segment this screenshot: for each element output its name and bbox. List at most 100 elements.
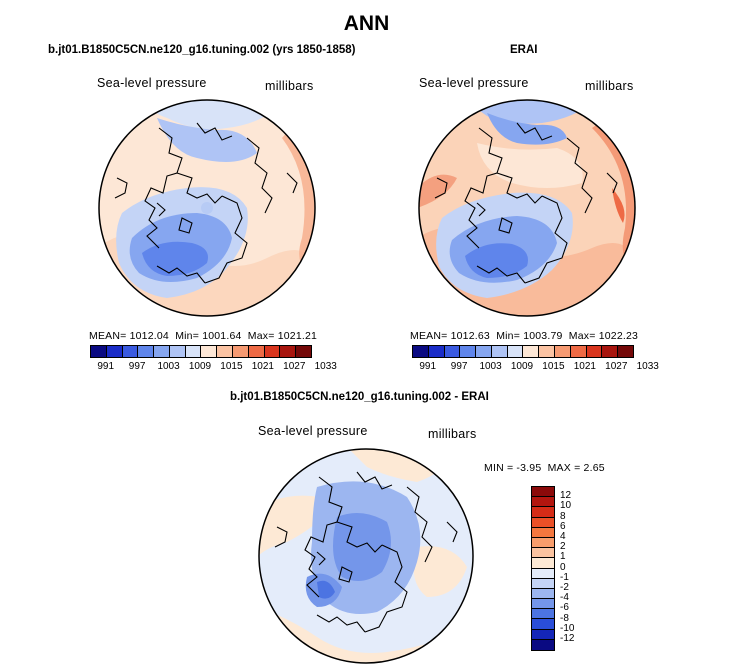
colorbar-tick-label: 1021	[573, 361, 596, 372]
colorbar-tick-label: 1015	[220, 361, 243, 372]
colorbar-swatch	[523, 346, 540, 357]
colorbar-tick-label: -6	[560, 602, 569, 614]
colorbar-swatch	[618, 346, 633, 357]
panel-1-colorbar	[90, 345, 312, 358]
colorbar-swatch	[169, 346, 186, 357]
panel-3-colorbar	[531, 486, 555, 651]
colorbar-swatch	[532, 527, 554, 538]
colorbar-swatch	[532, 588, 554, 600]
colorbar-swatch	[476, 346, 492, 357]
colorbar-swatch	[233, 346, 249, 357]
panel-3-units-label: millibars	[428, 427, 477, 441]
colorbar-tick-label: 8	[560, 510, 566, 522]
colorbar-tick-label: 2	[560, 541, 566, 553]
colorbar-tick-label: -12	[560, 633, 575, 644]
panel-3-variable-label: Sea-level pressure	[258, 424, 368, 438]
colorbar-swatch	[532, 517, 554, 528]
colorbar-tick-label: 0	[560, 561, 566, 573]
colorbar-swatch	[154, 346, 170, 357]
colorbar-swatch	[413, 346, 429, 357]
colorbar-tick-label: 1003	[479, 361, 502, 372]
colorbar-swatch	[280, 346, 297, 357]
colorbar-tick-label: 1021	[251, 361, 274, 372]
figure-title: ANN	[343, 12, 390, 35]
colorbar-swatch	[460, 346, 477, 357]
colorbar-swatch	[532, 619, 554, 630]
colorbar-swatch	[586, 346, 603, 357]
colorbar-swatch	[532, 537, 554, 549]
panel-3-title: b.jt01.B1850C5CN.ne120_g16.tuning.002 - …	[230, 391, 489, 403]
panel-1-title: b.jt01.B1850C5CN.ne120_g16.tuning.002 (y…	[48, 44, 356, 56]
panel-1-variable-label: Sea-level pressure	[97, 76, 207, 90]
panel-2-variable-label: Sea-level pressure	[419, 76, 529, 90]
panel-2-map	[418, 99, 636, 317]
colorbar-tick-label: 1009	[188, 361, 212, 372]
colorbar-swatch	[507, 346, 524, 357]
colorbar-tick-label: 6	[560, 520, 566, 532]
panel-2-mean-value: 1012.63	[450, 330, 490, 342]
colorbar-swatch	[248, 346, 265, 357]
panel-3-min-value: -3.95	[516, 462, 542, 474]
colorbar-tick-label: 1027	[605, 361, 628, 372]
colorbar-swatch	[532, 568, 554, 579]
panel-3-colorbar-ticks: 12 10 8 6 4 2 1 0 -1 -2 -4 -6 -8 -10 -12	[560, 486, 600, 656]
colorbar-swatch	[217, 346, 234, 357]
colorbar-tick-label: -1	[560, 571, 569, 583]
colorbar-swatch	[428, 346, 445, 357]
colorbar-swatch	[532, 639, 554, 650]
colorbar-swatch	[106, 346, 123, 357]
colorbar-tick-label: 991	[419, 361, 437, 372]
panel-2-stats: MEAN= 1012.63 Min= 1003.79 Max= 1022.23	[410, 330, 638, 342]
colorbar-tick-label: -2	[560, 582, 569, 593]
panel-2-units-label: millibars	[585, 79, 634, 93]
panel-1-mean-label: MEAN=	[89, 330, 127, 342]
panel-1-map	[98, 99, 316, 317]
colorbar-swatch	[602, 346, 619, 357]
colorbar-swatch	[555, 346, 571, 357]
colorbar-swatch	[444, 346, 461, 357]
panel-2-colorbar	[412, 345, 634, 358]
panel-1-min-value: 1001.64	[202, 330, 242, 342]
colorbar-swatch	[201, 346, 218, 357]
colorbar-swatch	[138, 346, 155, 357]
panel-3-map	[258, 448, 474, 664]
colorbar-tick-label: -8	[560, 612, 569, 624]
colorbar-tick-label: -10	[560, 622, 575, 634]
colorbar-tick-label: 1033	[314, 361, 337, 372]
colorbar-swatch	[532, 507, 554, 518]
colorbar-swatch	[532, 548, 554, 559]
colorbar-swatch	[532, 487, 554, 498]
panel-1-max-label: Max=	[247, 330, 275, 342]
colorbar-swatch	[570, 346, 587, 357]
colorbar-tick-label: 1033	[636, 361, 659, 372]
panel-2-max-value: 1022.23	[598, 330, 639, 342]
panel-1-min-label: Min=	[175, 330, 200, 342]
colorbar-swatch	[532, 609, 554, 620]
panel-2-max-label: Max=	[568, 330, 596, 342]
colorbar-tick-label: 1015	[542, 361, 565, 372]
colorbar-swatch	[264, 346, 281, 357]
panel-1-mean-value: 1012.04	[129, 330, 169, 342]
colorbar-tick-label: 997	[450, 361, 468, 372]
colorbar-tick-label: 997	[128, 361, 146, 372]
panel-2-title: ERAI	[510, 44, 538, 56]
panel-2-mean-label: MEAN=	[410, 330, 448, 342]
colorbar-swatch	[91, 346, 107, 357]
colorbar-tick-label: 1003	[157, 361, 180, 372]
panel-2-min-label: Min=	[496, 330, 521, 342]
colorbar-tick-label: 1027	[283, 361, 306, 372]
colorbar-swatch	[532, 558, 554, 569]
panel-1-stats: MEAN= 1012.04 Min= 1001.64 Max= 1021.21	[89, 330, 317, 342]
colorbar-swatch	[296, 346, 311, 357]
panel-3-min-label: MIN =	[484, 462, 514, 474]
colorbar-swatch	[532, 599, 554, 610]
panel-3-stats: MIN = -3.95 MAX = 2.65	[484, 462, 605, 474]
panel-1-units-label: millibars	[265, 79, 314, 93]
panel-1-max-value: 1021.21	[277, 330, 318, 342]
panel-2-min-value: 1003.79	[523, 330, 563, 342]
colorbar-swatch	[532, 578, 554, 589]
colorbar-tick-label: 1009	[510, 361, 534, 372]
colorbar-swatch	[122, 346, 139, 357]
colorbar-swatch	[539, 346, 556, 357]
colorbar-tick-label: 12	[560, 490, 572, 502]
